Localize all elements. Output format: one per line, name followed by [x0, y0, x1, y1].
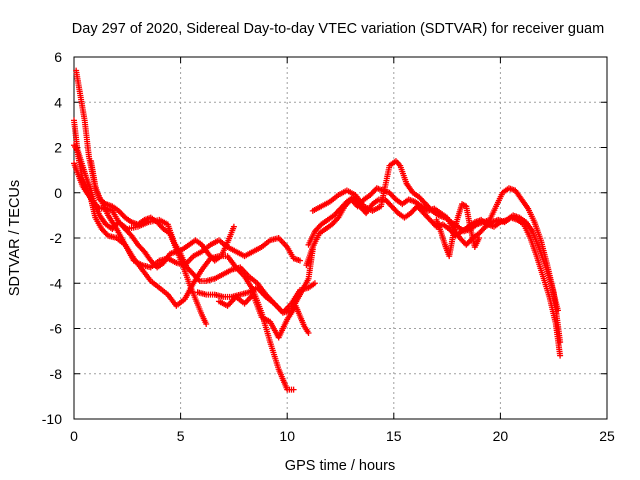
x-tick-label: 10 [279, 428, 295, 444]
data-point [296, 257, 303, 264]
series-track-5 [88, 158, 210, 327]
grid-lines [74, 57, 607, 419]
y-tick-label: -2 [50, 230, 63, 246]
y-tick-label: -4 [50, 275, 63, 291]
x-axis-label: GPS time / hours [285, 458, 395, 474]
y-tick-label: -8 [50, 366, 63, 382]
data-points [71, 67, 564, 393]
series-track-3 [71, 142, 237, 271]
axis-ticks [73, 56, 608, 420]
y-tick-label: 2 [54, 140, 62, 156]
data-point [305, 330, 312, 337]
y-axis-label: SDTVAR / TECUs [7, 180, 23, 296]
data-point [203, 320, 210, 327]
y-tick-label: 6 [54, 49, 62, 65]
x-tick-label: 25 [599, 428, 615, 444]
data-point [290, 386, 297, 393]
x-tick-label: 15 [386, 428, 402, 444]
x-tick-labels: 0 5 10 15 20 25 [70, 428, 615, 444]
data-point [311, 280, 318, 287]
series-track-11 [433, 201, 483, 260]
y-tick-labels: -10 -8 -6 -4 -2 0 2 4 6 [42, 49, 62, 427]
y-tick-label: 0 [54, 185, 62, 201]
series-track-7 [215, 291, 312, 341]
y-tick-label: -6 [50, 321, 63, 337]
series-track-4 [73, 67, 297, 393]
x-tick-label: 5 [177, 428, 185, 444]
x-tick-label: 0 [70, 428, 78, 444]
data-point [557, 352, 564, 359]
y-tick-label: -10 [42, 411, 62, 427]
data-point [476, 235, 483, 241]
data-point [230, 223, 237, 230]
series-track-10 [309, 158, 564, 346]
chart-title: Day 297 of 2020, Sidereal Day-to-day VTE… [72, 21, 604, 37]
x-tick-label: 20 [493, 428, 509, 444]
y-tick-label: 4 [54, 94, 62, 110]
data-point [557, 339, 564, 346]
